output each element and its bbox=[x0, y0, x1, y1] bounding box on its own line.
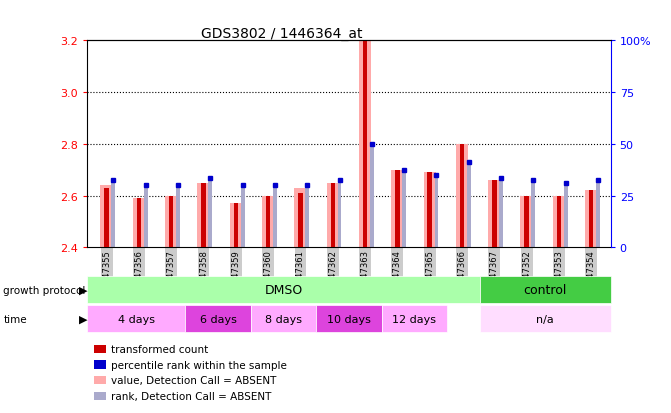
Bar bbox=[185, 306, 251, 332]
Bar bbox=[298, 194, 303, 248]
Bar bbox=[488, 180, 501, 248]
Bar bbox=[305, 186, 309, 248]
Bar bbox=[427, 173, 432, 248]
Bar bbox=[101, 186, 113, 248]
Text: ▶: ▶ bbox=[79, 314, 88, 324]
Bar bbox=[480, 277, 611, 304]
Bar bbox=[87, 277, 480, 304]
Text: percentile rank within the sample: percentile rank within the sample bbox=[111, 360, 287, 370]
Bar bbox=[499, 178, 503, 248]
Bar bbox=[251, 306, 316, 332]
Text: 8 days: 8 days bbox=[265, 314, 302, 324]
Bar bbox=[105, 188, 109, 248]
Text: 10 days: 10 days bbox=[327, 314, 371, 324]
Bar bbox=[241, 186, 244, 248]
Bar bbox=[229, 204, 242, 248]
Bar bbox=[133, 199, 145, 248]
Text: 4 days: 4 days bbox=[118, 314, 155, 324]
Text: value, Detection Call = ABSENT: value, Detection Call = ABSENT bbox=[111, 375, 276, 385]
Bar bbox=[209, 178, 212, 248]
Bar bbox=[197, 183, 209, 248]
Bar bbox=[144, 186, 148, 248]
Text: time: time bbox=[3, 314, 27, 324]
Bar bbox=[382, 306, 447, 332]
Bar bbox=[331, 183, 335, 248]
Bar bbox=[564, 183, 568, 248]
Bar bbox=[370, 145, 374, 248]
Bar bbox=[169, 196, 174, 248]
Bar bbox=[423, 173, 436, 248]
Bar bbox=[553, 196, 565, 248]
Bar bbox=[201, 183, 206, 248]
Bar bbox=[338, 180, 342, 248]
Bar bbox=[273, 186, 277, 248]
Bar bbox=[295, 188, 307, 248]
Bar bbox=[391, 170, 403, 248]
Text: 12 days: 12 days bbox=[393, 314, 436, 324]
Text: 6 days: 6 days bbox=[200, 314, 236, 324]
Text: rank, Detection Call = ABSENT: rank, Detection Call = ABSENT bbox=[111, 391, 271, 401]
Bar bbox=[262, 196, 274, 248]
Text: growth protocol: growth protocol bbox=[3, 285, 86, 295]
Text: ▶: ▶ bbox=[79, 285, 88, 295]
Text: control: control bbox=[523, 284, 567, 297]
Bar bbox=[435, 176, 438, 248]
Bar bbox=[395, 170, 400, 248]
Bar bbox=[557, 196, 561, 248]
Bar bbox=[480, 306, 611, 332]
Bar bbox=[521, 196, 533, 248]
Bar bbox=[467, 163, 470, 248]
Bar bbox=[165, 196, 177, 248]
Text: n/a: n/a bbox=[536, 314, 554, 324]
Bar bbox=[460, 145, 464, 248]
Bar bbox=[363, 41, 367, 248]
Bar bbox=[111, 180, 115, 248]
Bar bbox=[266, 196, 270, 248]
Bar bbox=[596, 180, 600, 248]
Bar bbox=[176, 186, 180, 248]
Bar bbox=[589, 191, 593, 248]
Bar bbox=[234, 204, 238, 248]
Bar bbox=[359, 41, 371, 248]
Bar bbox=[402, 170, 406, 248]
Text: GDS3802 / 1446364_at: GDS3802 / 1446364_at bbox=[201, 27, 362, 41]
Text: DMSO: DMSO bbox=[264, 284, 303, 297]
Bar bbox=[316, 306, 382, 332]
Bar bbox=[327, 183, 339, 248]
Bar bbox=[492, 180, 497, 248]
Bar bbox=[524, 196, 529, 248]
Bar bbox=[585, 191, 597, 248]
Bar bbox=[87, 306, 185, 332]
Bar bbox=[137, 199, 141, 248]
Text: transformed count: transformed count bbox=[111, 344, 208, 354]
Bar bbox=[531, 180, 535, 248]
Bar bbox=[456, 145, 468, 248]
